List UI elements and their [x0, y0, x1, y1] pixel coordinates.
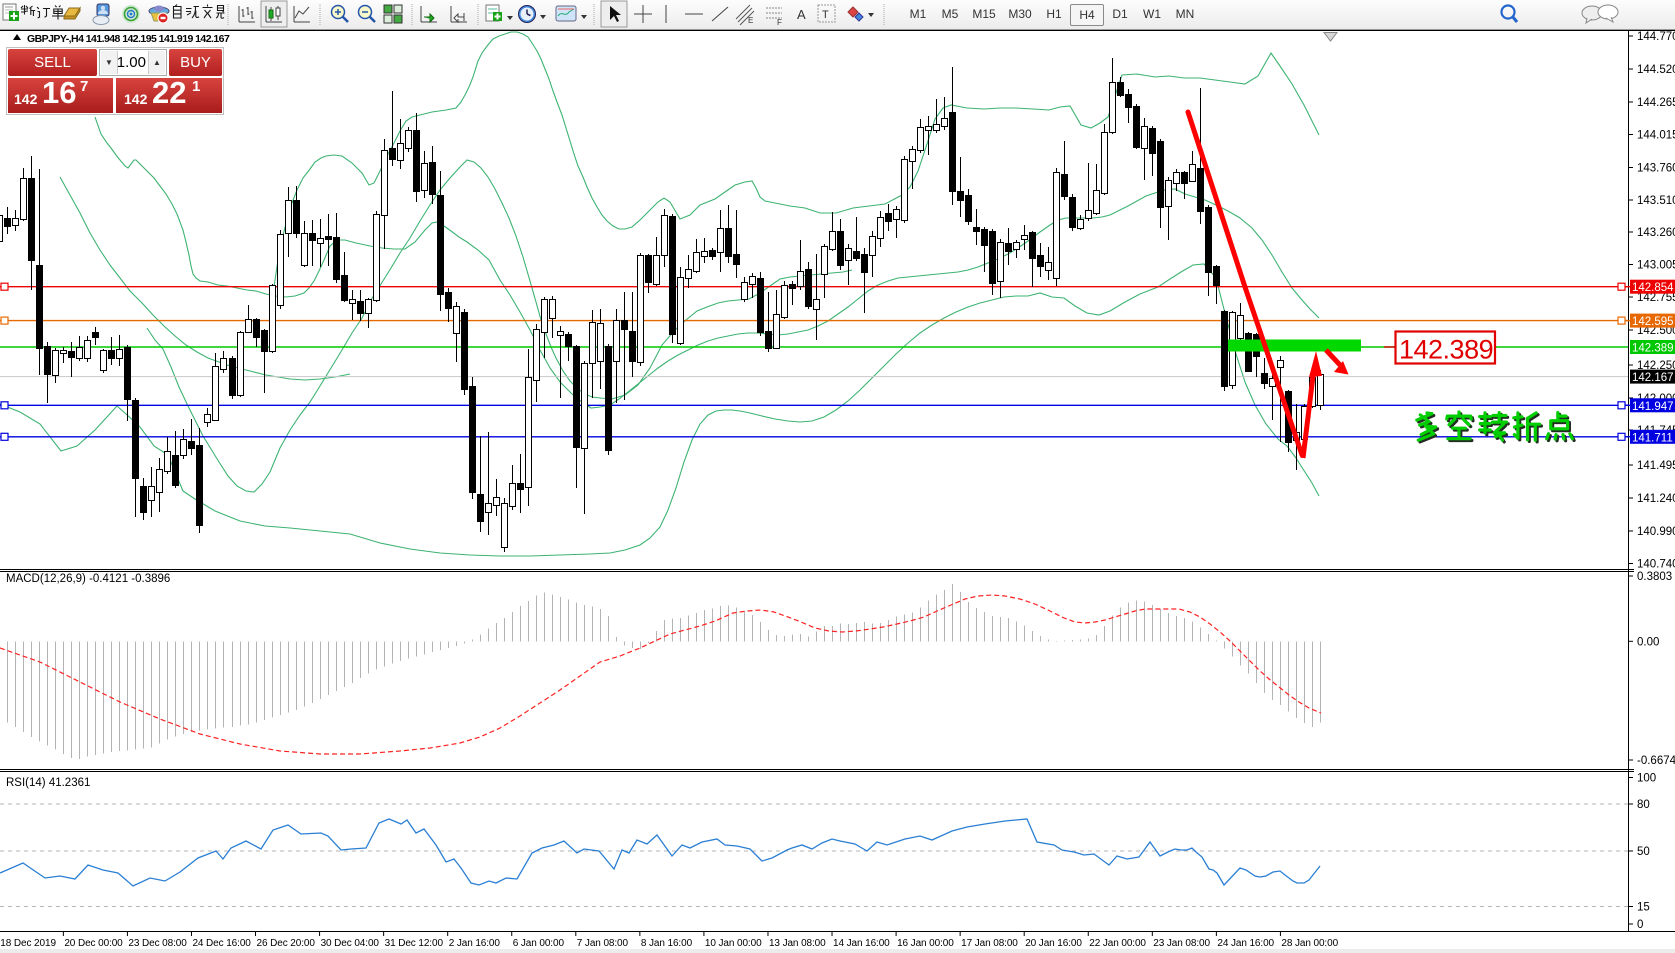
- svg-text:140.740: 140.740: [1637, 559, 1675, 571]
- svg-text:142.389: 142.389: [1632, 343, 1674, 355]
- svg-text:140.990: 140.990: [1637, 526, 1675, 538]
- svg-text:144.015: 144.015: [1637, 130, 1675, 142]
- svg-text:14 Jan 16:00: 14 Jan 16:00: [833, 938, 890, 949]
- svg-text:7 Jan 08:00: 7 Jan 08:00: [577, 938, 629, 949]
- svg-text:143.260: 143.260: [1637, 227, 1675, 239]
- svg-text:141.947: 141.947: [1632, 401, 1674, 413]
- svg-text:-0.6674: -0.6674: [1637, 755, 1675, 767]
- svg-text:MACD(12,26,9) -0.4121 -0.3896: MACD(12,26,9) -0.4121 -0.3896: [6, 573, 170, 585]
- svg-text:142.755: 142.755: [1637, 292, 1675, 304]
- svg-text:15: 15: [1637, 902, 1650, 914]
- svg-text:23 Dec 08:00: 23 Dec 08:00: [128, 938, 187, 949]
- svg-text:142.250: 142.250: [1637, 360, 1675, 372]
- svg-text:141.495: 141.495: [1637, 460, 1675, 472]
- svg-text:13 Jan 08:00: 13 Jan 08:00: [769, 938, 826, 949]
- svg-text:144.520: 144.520: [1637, 64, 1675, 76]
- svg-text:6 Jan 00:00: 6 Jan 00:00: [513, 938, 565, 949]
- svg-text:50: 50: [1637, 846, 1650, 858]
- svg-text:31 Dec 12:00: 31 Dec 12:00: [385, 938, 444, 949]
- svg-text:17 Jan 08:00: 17 Jan 08:00: [961, 938, 1018, 949]
- svg-text:24 Dec 16:00: 24 Dec 16:00: [192, 938, 251, 949]
- svg-text:143.760: 143.760: [1637, 163, 1675, 175]
- svg-text:24 Jan 16:00: 24 Jan 16:00: [1217, 938, 1274, 949]
- svg-text:26 Dec 20:00: 26 Dec 20:00: [257, 938, 316, 949]
- svg-text:18 Dec 2019: 18 Dec 2019: [0, 938, 56, 949]
- svg-text:100: 100: [1637, 773, 1656, 785]
- svg-text:30 Dec 04:00: 30 Dec 04:00: [321, 938, 380, 949]
- svg-text:2 Jan 16:00: 2 Jan 16:00: [449, 938, 501, 949]
- svg-text:144.265: 144.265: [1637, 97, 1675, 109]
- svg-text:RSI(14) 41.2361: RSI(14) 41.2361: [6, 777, 90, 789]
- svg-text:20 Jan 16:00: 20 Jan 16:00: [1025, 938, 1082, 949]
- svg-text:16 Jan 00:00: 16 Jan 00:00: [897, 938, 954, 949]
- svg-text:142.500: 142.500: [1637, 325, 1675, 337]
- svg-text:10 Jan 00:00: 10 Jan 00:00: [705, 938, 762, 949]
- svg-text:141.240: 141.240: [1637, 493, 1675, 505]
- svg-text:0.00: 0.00: [1637, 636, 1659, 648]
- svg-text:143.510: 143.510: [1637, 195, 1675, 207]
- svg-text:0.3803: 0.3803: [1637, 571, 1672, 583]
- svg-text:142.389: 142.389: [1399, 335, 1493, 365]
- svg-text:20 Dec 00:00: 20 Dec 00:00: [64, 938, 123, 949]
- svg-text:28 Jan 00:00: 28 Jan 00:00: [1281, 938, 1338, 949]
- svg-text:GBPJPY-,H4 141.948 142.195 14: GBPJPY-,H4 141.948 142.195 141.919 142.1…: [27, 33, 230, 45]
- svg-text:T: T: [822, 9, 829, 21]
- svg-text:143.005: 143.005: [1637, 260, 1675, 272]
- svg-text:22 Jan 00:00: 22 Jan 00:00: [1089, 938, 1146, 949]
- svg-text:0: 0: [1637, 919, 1643, 931]
- svg-text:A: A: [797, 7, 806, 22]
- svg-text:8 Jan 16:00: 8 Jan 16:00: [641, 938, 693, 949]
- svg-text:142.595: 142.595: [1632, 316, 1674, 328]
- svg-text:F: F: [777, 18, 782, 27]
- svg-text:23 Jan 08:00: 23 Jan 08:00: [1153, 938, 1210, 949]
- svg-text:141.711: 141.711: [1632, 432, 1673, 444]
- svg-text:144.770: 144.770: [1637, 31, 1675, 43]
- svg-text:80: 80: [1637, 799, 1650, 811]
- svg-text:142.854: 142.854: [1632, 282, 1674, 294]
- svg-text:E: E: [748, 16, 753, 25]
- svg-text:142.167: 142.167: [1632, 372, 1674, 384]
